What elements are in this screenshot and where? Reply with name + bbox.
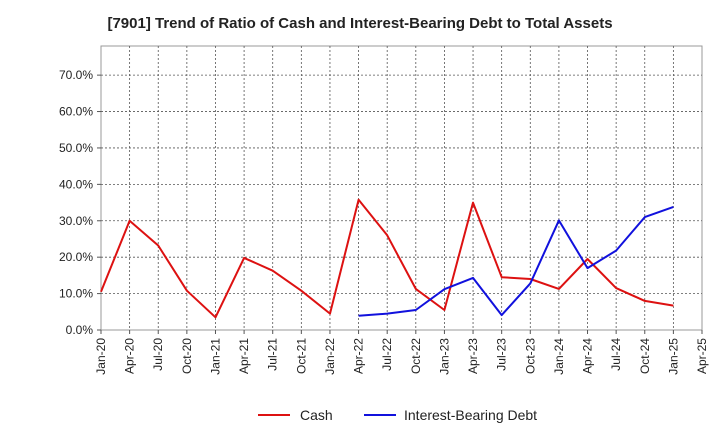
y-axis: 0.0% 10.0% 20.0% 30.0% 40.0% 50.0% 60.0% 70.0% (59, 68, 101, 337)
x-tick-label: Apr-20 (123, 338, 137, 374)
y-tick-label: 30.0% (59, 214, 93, 228)
legend-label: Cash (300, 407, 333, 423)
series-line-interest-bearing-debt (358, 205, 674, 317)
y-tick-label: 60.0% (59, 105, 93, 119)
grid-layer (101, 46, 702, 330)
x-tick-label: Jan-20 (94, 338, 108, 375)
plot-area (100, 45, 703, 331)
y-tick-label: 10.0% (59, 287, 93, 301)
x-tick-label: Jul-21 (266, 338, 280, 371)
x-tick-label: Jul-23 (495, 338, 509, 371)
x-tick-label: Jan-24 (552, 338, 566, 375)
x-tick-label: Oct-23 (523, 338, 537, 374)
x-tick-label: Oct-21 (294, 338, 308, 374)
x-tick-label: Apr-25 (695, 338, 709, 374)
x-tick-label: Apr-21 (237, 338, 251, 374)
x-tick-label: Jan-23 (437, 338, 451, 375)
x-tick-label: Apr-24 (581, 338, 595, 374)
x-tick-label: Jul-20 (151, 338, 165, 371)
series-layer (100, 198, 674, 319)
x-tick-label: Jan-25 (666, 338, 680, 375)
y-tick-label: 50.0% (59, 141, 93, 155)
y-tick-label: 40.0% (59, 177, 93, 191)
x-axis: Jan-20 Apr-20 Jul-20 Oct-20 Jan-21 Apr-21 Jul-… (94, 330, 709, 375)
x-tick-label: Jan-21 (208, 338, 222, 375)
x-tick-label: Oct-20 (180, 338, 194, 374)
x-tick-label: Jul-24 (609, 338, 623, 371)
legend-label: Interest-Bearing Debt (404, 407, 537, 423)
series-line-cash (100, 198, 674, 319)
x-tick-label: Apr-23 (466, 338, 480, 374)
y-tick-label: 70.0% (59, 68, 93, 82)
x-tick-label: Oct-24 (638, 338, 652, 374)
chart-title: [7901] Trend of Ratio of Cash and Intere… (107, 15, 612, 32)
y-tick-label: 0.0% (66, 323, 94, 337)
x-tick-label: Jan-22 (323, 338, 337, 375)
legend: Cash Interest-Bearing Debt (258, 407, 537, 423)
y-tick-label: 20.0% (59, 250, 93, 264)
x-tick-label: Apr-22 (352, 338, 366, 374)
x-tick-label: Jul-22 (380, 338, 394, 371)
x-tick-label: Oct-22 (409, 338, 423, 374)
